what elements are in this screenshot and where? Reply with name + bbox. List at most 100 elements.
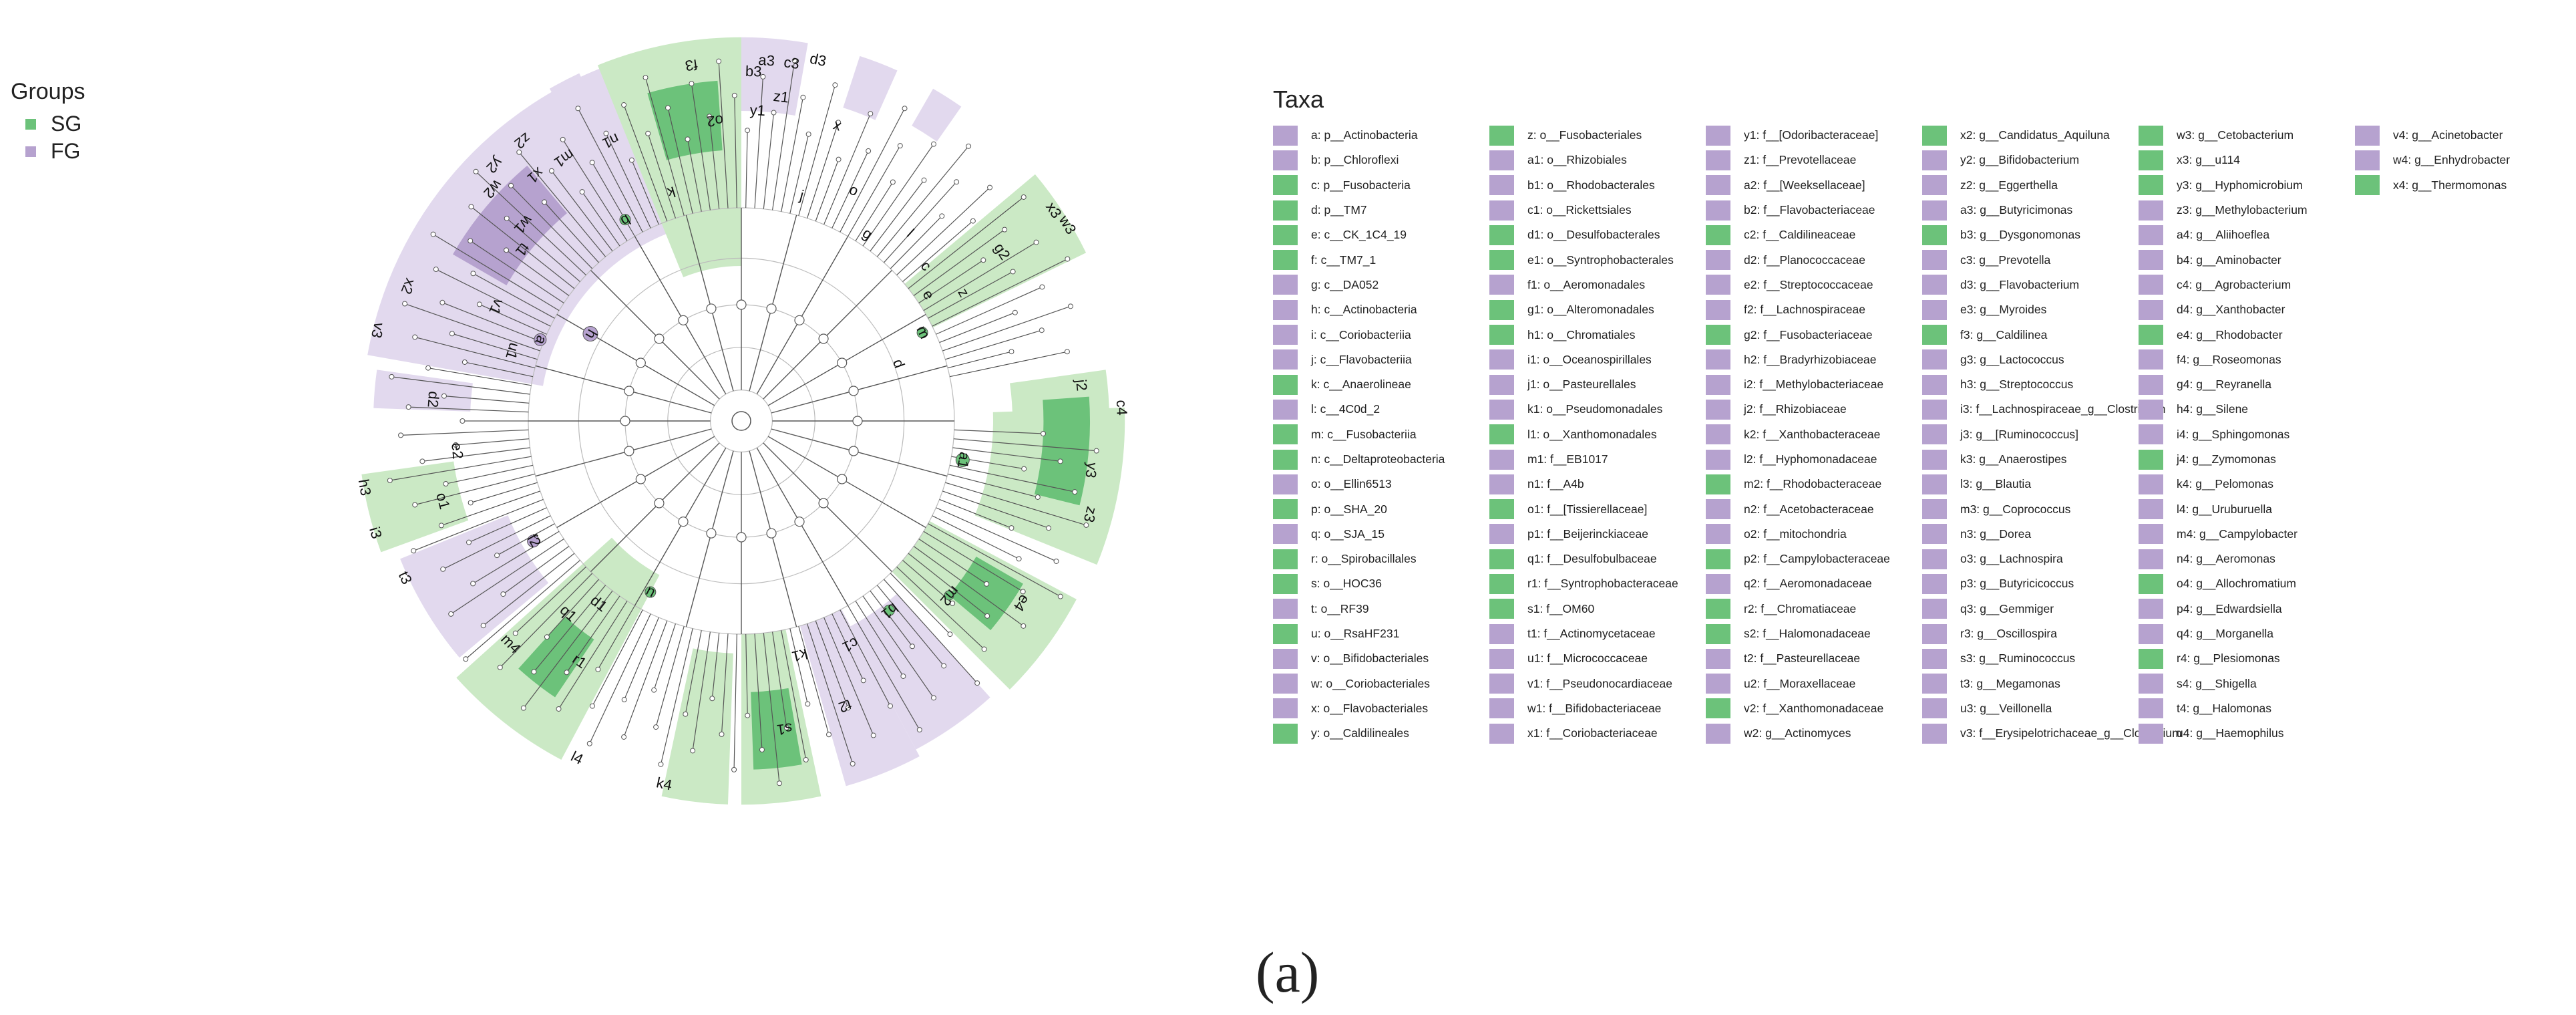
taxa-label: e: c__CK_1C4_19 — [1311, 228, 1407, 242]
tree-branch — [749, 214, 797, 392]
taxa-legend-item: b4: g__Aminobacter — [2139, 247, 2355, 272]
leaf-node — [984, 581, 990, 587]
taxa-label: r3: g__Oscillospira — [1960, 627, 2057, 641]
tree-branch — [546, 579, 599, 637]
internal-node — [620, 416, 630, 426]
sg-swatch — [25, 118, 36, 130]
taxa-swatch — [2139, 349, 2163, 370]
biomarker-node — [955, 452, 970, 467]
tree-branch — [945, 329, 1042, 360]
fg-swatch — [25, 146, 36, 157]
taxa-swatch — [1489, 325, 1514, 345]
clade-label: m — [913, 323, 934, 341]
tree-branch — [634, 447, 727, 606]
taxa-swatch — [1273, 250, 1298, 271]
leaf-node — [603, 130, 609, 136]
tree-branch — [441, 490, 540, 526]
taxa-label: r4: g__Plesiomonas — [2177, 651, 2280, 666]
tree-branch — [415, 473, 536, 506]
clade-label: l4 — [568, 748, 586, 768]
taxa-swatch — [1706, 225, 1730, 245]
leaf-node — [980, 257, 986, 263]
tree-branch — [470, 240, 564, 303]
taxa-swatch — [1273, 648, 1298, 669]
taxa-label: r: o__Spirobacillales — [1311, 552, 1417, 566]
leaf-node — [930, 141, 936, 147]
taxa-label: d: p__TM7 — [1311, 203, 1367, 217]
taxa-legend-item: k4: g__Pelomonas — [2139, 472, 2355, 496]
tree-branch — [472, 531, 560, 584]
taxa-legend-item: c4: g__Agrobacterium — [2139, 273, 2355, 297]
taxa-legend-item: o2: f__mitochondria — [1706, 522, 1922, 547]
leaf-node — [1057, 458, 1063, 464]
tree-branch — [823, 113, 871, 225]
taxa-legend-item: t4: g__Halomonas — [2139, 696, 2355, 721]
taxa-legend-item: u: o__RsaHF231 — [1273, 621, 1489, 646]
taxa-label: x1: f__Coriobacteriaceae — [1527, 726, 1658, 740]
taxa-legend-item: e3: g__Myroides — [1922, 297, 2139, 322]
taxa-label: j4: g__Zymomonas — [2177, 452, 2276, 466]
tree-branch — [807, 623, 854, 764]
taxa-label: g2: f__Fusobacteriaceae — [1744, 327, 1873, 341]
taxa-label: u: o__RsaHF231 — [1311, 627, 1400, 641]
taxa-label: g3: g__Lactococcus — [1960, 352, 2064, 366]
taxa-legend-item: x: o__Flavobacteriales — [1273, 696, 1489, 721]
taxa-legend-item: h2: f__Bradyrhizobiaceae — [1706, 347, 1922, 372]
tree-branch — [577, 108, 643, 233]
tree-branch — [896, 187, 990, 276]
leaf-node — [560, 136, 566, 142]
clade-shading — [661, 648, 733, 805]
leaf-node — [709, 696, 715, 702]
taxa-swatch — [2139, 698, 2163, 719]
leaf-node — [398, 432, 404, 438]
tree-branch — [756, 236, 849, 395]
taxa-label: z1: f__Prevotellaceae — [1744, 153, 1857, 167]
leaf-node — [890, 179, 896, 185]
leaf-node — [468, 500, 474, 506]
leaf-node — [462, 359, 468, 365]
taxa-swatch — [1922, 150, 1947, 170]
leaf-node — [1041, 430, 1047, 436]
taxa-label: p2: f__Campylobacteraceae — [1744, 552, 1890, 566]
tree-branch — [918, 539, 987, 585]
internal-node — [624, 386, 634, 396]
clade-label: b3 — [745, 63, 762, 80]
tree-branch — [476, 171, 586, 276]
taxa-swatch — [1922, 674, 1947, 694]
taxa-label: z3: g__Methylobacterium — [2177, 203, 2308, 217]
taxa-legend-item: y2: g__Bifidobacterium — [1922, 148, 2139, 172]
leaf-node — [412, 334, 418, 340]
taxa-label: r2: f__Chromatiaceae — [1744, 601, 1857, 615]
taxa-label: o3: g__Lachnospira — [1960, 552, 2063, 566]
taxa-label: d3: g__Flavobacterium — [1960, 277, 2080, 291]
taxa-legend-item: q3: g__Gemmiger — [1922, 597, 2139, 621]
tree-branch — [503, 546, 570, 595]
legend-label-sg: SG — [51, 112, 82, 136]
tree-branch — [913, 229, 1005, 296]
leaf-node — [405, 404, 411, 410]
taxa-legend-item: b1: o__Rhodobacterales — [1489, 173, 1706, 198]
tree-branch — [551, 170, 613, 252]
tree-branch — [763, 442, 893, 573]
groups-legend: Groups SG FG — [11, 79, 85, 166]
leaf-node — [1072, 489, 1078, 495]
taxa-legend-item: n1: f__A4b — [1489, 472, 1706, 496]
leaf-node — [564, 670, 570, 676]
leaf-node — [939, 213, 945, 219]
leaf-node — [621, 734, 627, 740]
taxa-swatch — [1273, 150, 1298, 170]
taxa-swatch — [1706, 698, 1730, 719]
tree-branch — [936, 286, 1043, 335]
taxa-swatch — [1489, 599, 1514, 619]
tree-branch — [949, 351, 1068, 378]
tree-branch — [709, 116, 720, 209]
taxa-swatch — [1489, 723, 1514, 744]
clade-shading — [741, 37, 808, 116]
leaf-node — [1093, 448, 1099, 454]
taxa-label: d4: g__Xanthobacter — [2177, 303, 2285, 317]
taxa-legend-item: y: o__Caldilineales — [1273, 721, 1489, 746]
leaf-node — [1021, 623, 1027, 629]
taxa-swatch — [1489, 623, 1514, 644]
tree-branch — [468, 507, 547, 543]
taxa-legend-item: l4: g__Uruburuella — [2139, 496, 2355, 521]
